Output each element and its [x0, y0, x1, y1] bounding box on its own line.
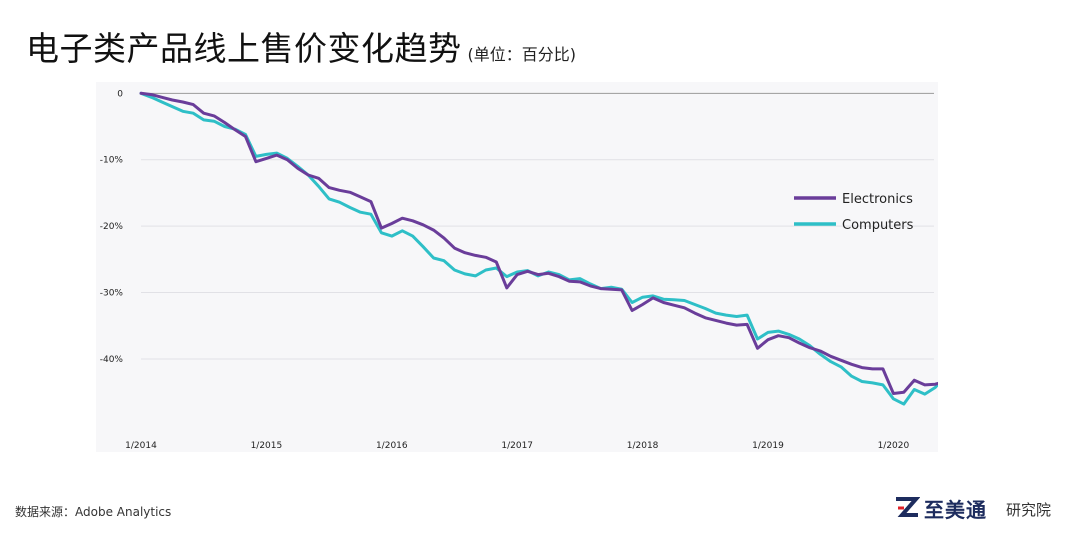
- series-line-electronics: [139, 91, 938, 395]
- y-tick-label: 0: [117, 89, 123, 99]
- x-tick-label: 1/2020: [878, 441, 910, 451]
- title-row: 电子类产品线上售价变化趋势 (单位：百分比): [26, 22, 576, 70]
- legend-label-electronics: Electronics: [842, 192, 913, 207]
- legend-label-computers: Computers: [842, 218, 914, 233]
- x-tick-label: 1/2018: [627, 441, 659, 451]
- x-tick-label: 1/2017: [501, 441, 533, 451]
- brand-logo-icon: [896, 497, 920, 517]
- series-line-computers: [139, 91, 938, 406]
- brand-subtitle: 研究院: [1006, 501, 1052, 519]
- x-tick-label: 1/2019: [752, 441, 784, 451]
- x-tick-label: 1/2016: [376, 441, 408, 451]
- chart-panel: 0 -10% -20% -30% -40% 1/2014 1/2015 1/2016 1/20…: [96, 82, 938, 452]
- y-tick-label: -10%: [100, 156, 124, 166]
- line-chart: 0 -10% -20% -30% -40% 1/2014 1/2015 1/2016 1/20…: [100, 89, 938, 451]
- x-tick-label: 1/2014: [125, 441, 157, 451]
- y-tick-label: -30%: [100, 289, 124, 299]
- unit-label: (单位：百分比): [467, 45, 577, 64]
- page-title: 电子类产品线上售价变化趋势: [26, 29, 462, 68]
- y-tick-label: -20%: [100, 222, 124, 232]
- brand-name: 至美通: [924, 498, 987, 522]
- y-tick-label: -40%: [100, 355, 124, 365]
- x-tick-label: 1/2015: [251, 441, 283, 451]
- data-source: 数据来源：Adobe Analytics: [15, 505, 172, 519]
